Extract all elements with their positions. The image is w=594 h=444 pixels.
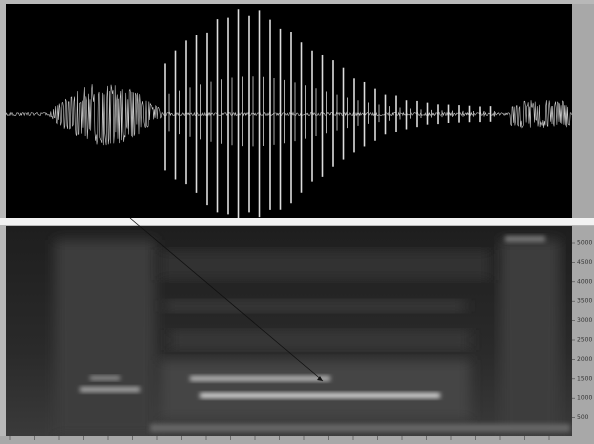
cursor-line	[129, 217, 324, 382]
waveform	[5, 9, 572, 221]
frequency-label: 3000	[577, 317, 592, 324]
frequency-label: 500	[577, 414, 589, 421]
frequency-ruler	[572, 226, 594, 436]
cursor-arrow	[317, 376, 323, 381]
frequency-label: 4500	[577, 259, 592, 266]
spectrogram	[55, 236, 570, 436]
frequency-label: 2500	[577, 337, 592, 344]
frequency-label: 1500	[577, 375, 592, 382]
frequency-label: 2000	[577, 356, 592, 363]
frequency-label: 5000	[577, 240, 592, 247]
frequency-label: 4000	[577, 278, 592, 285]
frequency-label: 3500	[577, 298, 592, 305]
waveform-ruler	[572, 4, 594, 218]
waveform-noise	[5, 84, 572, 146]
time-ruler	[0, 436, 594, 444]
panel-divider	[0, 218, 594, 225]
frequency-label: 1000	[577, 395, 592, 402]
frequency-labels: 5000 4500 4000 3500 3000 2500 2000 1500 1000 500	[9, 240, 592, 440]
waveform-panel	[6, 4, 572, 218]
